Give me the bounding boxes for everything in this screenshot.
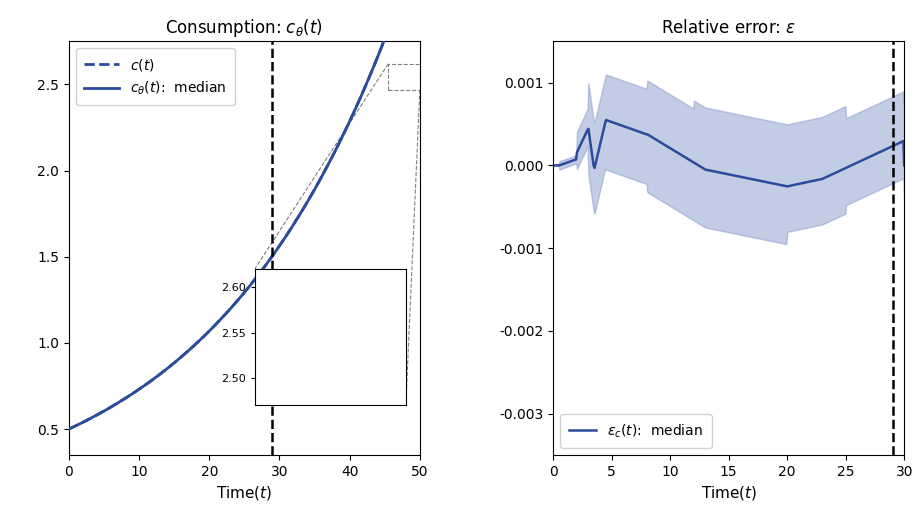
X-axis label: Time$(t)$: Time$(t)$ xyxy=(217,484,273,502)
$\varepsilon_c(t)$:  median: (30, 0): median: (30, 0) xyxy=(899,162,910,169)
Legend: $\varepsilon_c(t)$:  median: $\varepsilon_c(t)$: median xyxy=(560,414,711,448)
Line: $c_{\theta}(t)$:  median: $c_{\theta}(t)$: median xyxy=(69,0,420,429)
$\varepsilon_c(t)$:  median: (3.61, 1.54e-05): median: (3.61, 1.54e-05) xyxy=(590,161,601,168)
$\varepsilon_c(t)$:  median: (22, -0.000194): median: (22, -0.000194) xyxy=(804,178,815,185)
$c(t)$ xyxy=(328,152,339,158)
X-axis label: Time$(t)$: Time$(t)$ xyxy=(700,484,756,502)
$\varepsilon_c(t)$:  median: (18.9, -0.000222): median: (18.9, -0.000222) xyxy=(769,181,780,187)
$c_{\theta}(t)$:  median: (8.85, 0.7): median: (8.85, 0.7) xyxy=(126,391,137,398)
Title: Consumption: $c_{\theta}(t)$: Consumption: $c_{\theta}(t)$ xyxy=(165,17,323,39)
$c(t)$ xyxy=(222,309,233,315)
$\varepsilon_c(t)$:  median: (20, -0.000253): median: (20, -0.000253) xyxy=(782,183,793,189)
$c(t)$ xyxy=(63,426,74,432)
$c_{\theta}(t)$:  median: (33.4, 1.78): median: (33.4, 1.78) xyxy=(297,206,308,212)
$\varepsilon_c(t)$:  median: (9.85, 0.000221): median: (9.85, 0.000221) xyxy=(663,144,674,150)
Line: $\varepsilon_c(t)$:  median: $\varepsilon_c(t)$: median xyxy=(554,120,904,186)
$c_{\theta}(t)$:  median: (29.5, 1.53): median: (29.5, 1.53) xyxy=(270,248,281,254)
$c(t)$ xyxy=(153,372,164,378)
$c_{\theta}(t)$:  median: (37.6, 2.09): median: (37.6, 2.09) xyxy=(328,152,339,158)
Title: Relative error: $\varepsilon$: Relative error: $\varepsilon$ xyxy=(661,19,797,37)
Legend: $c(t)$, $c_{\theta}(t)$:  median: $c(t)$, $c_{\theta}(t)$: median xyxy=(76,48,235,105)
$\varepsilon_c(t)$:  median: (4.51, 0.000549): median: (4.51, 0.000549) xyxy=(600,117,611,123)
Bar xyxy=(388,64,420,89)
$c_{\theta}(t)$:  median: (0, 0.5): median: (0, 0.5) xyxy=(63,426,74,432)
$\varepsilon_c(t)$:  median: (0, 0): median: (0, 0) xyxy=(548,162,559,169)
Line: $c(t)$: $c(t)$ xyxy=(69,0,420,429)
$\varepsilon_c(t)$:  median: (21.8, -0.000199): median: (21.8, -0.000199) xyxy=(803,179,814,185)
$c(t)$ xyxy=(126,391,137,398)
$c_{\theta}(t)$:  median: (22.6, 1.18): median: (22.6, 1.18) xyxy=(222,309,233,315)
$c(t)$ xyxy=(297,206,308,212)
$\varepsilon_c(t)$:  median: (12, 3.99e-05): median: (12, 3.99e-05) xyxy=(688,159,699,165)
$c(t)$ xyxy=(270,248,281,254)
$c_{\theta}(t)$:  median: (12.9, 0.815): median: (12.9, 0.815) xyxy=(153,372,164,378)
